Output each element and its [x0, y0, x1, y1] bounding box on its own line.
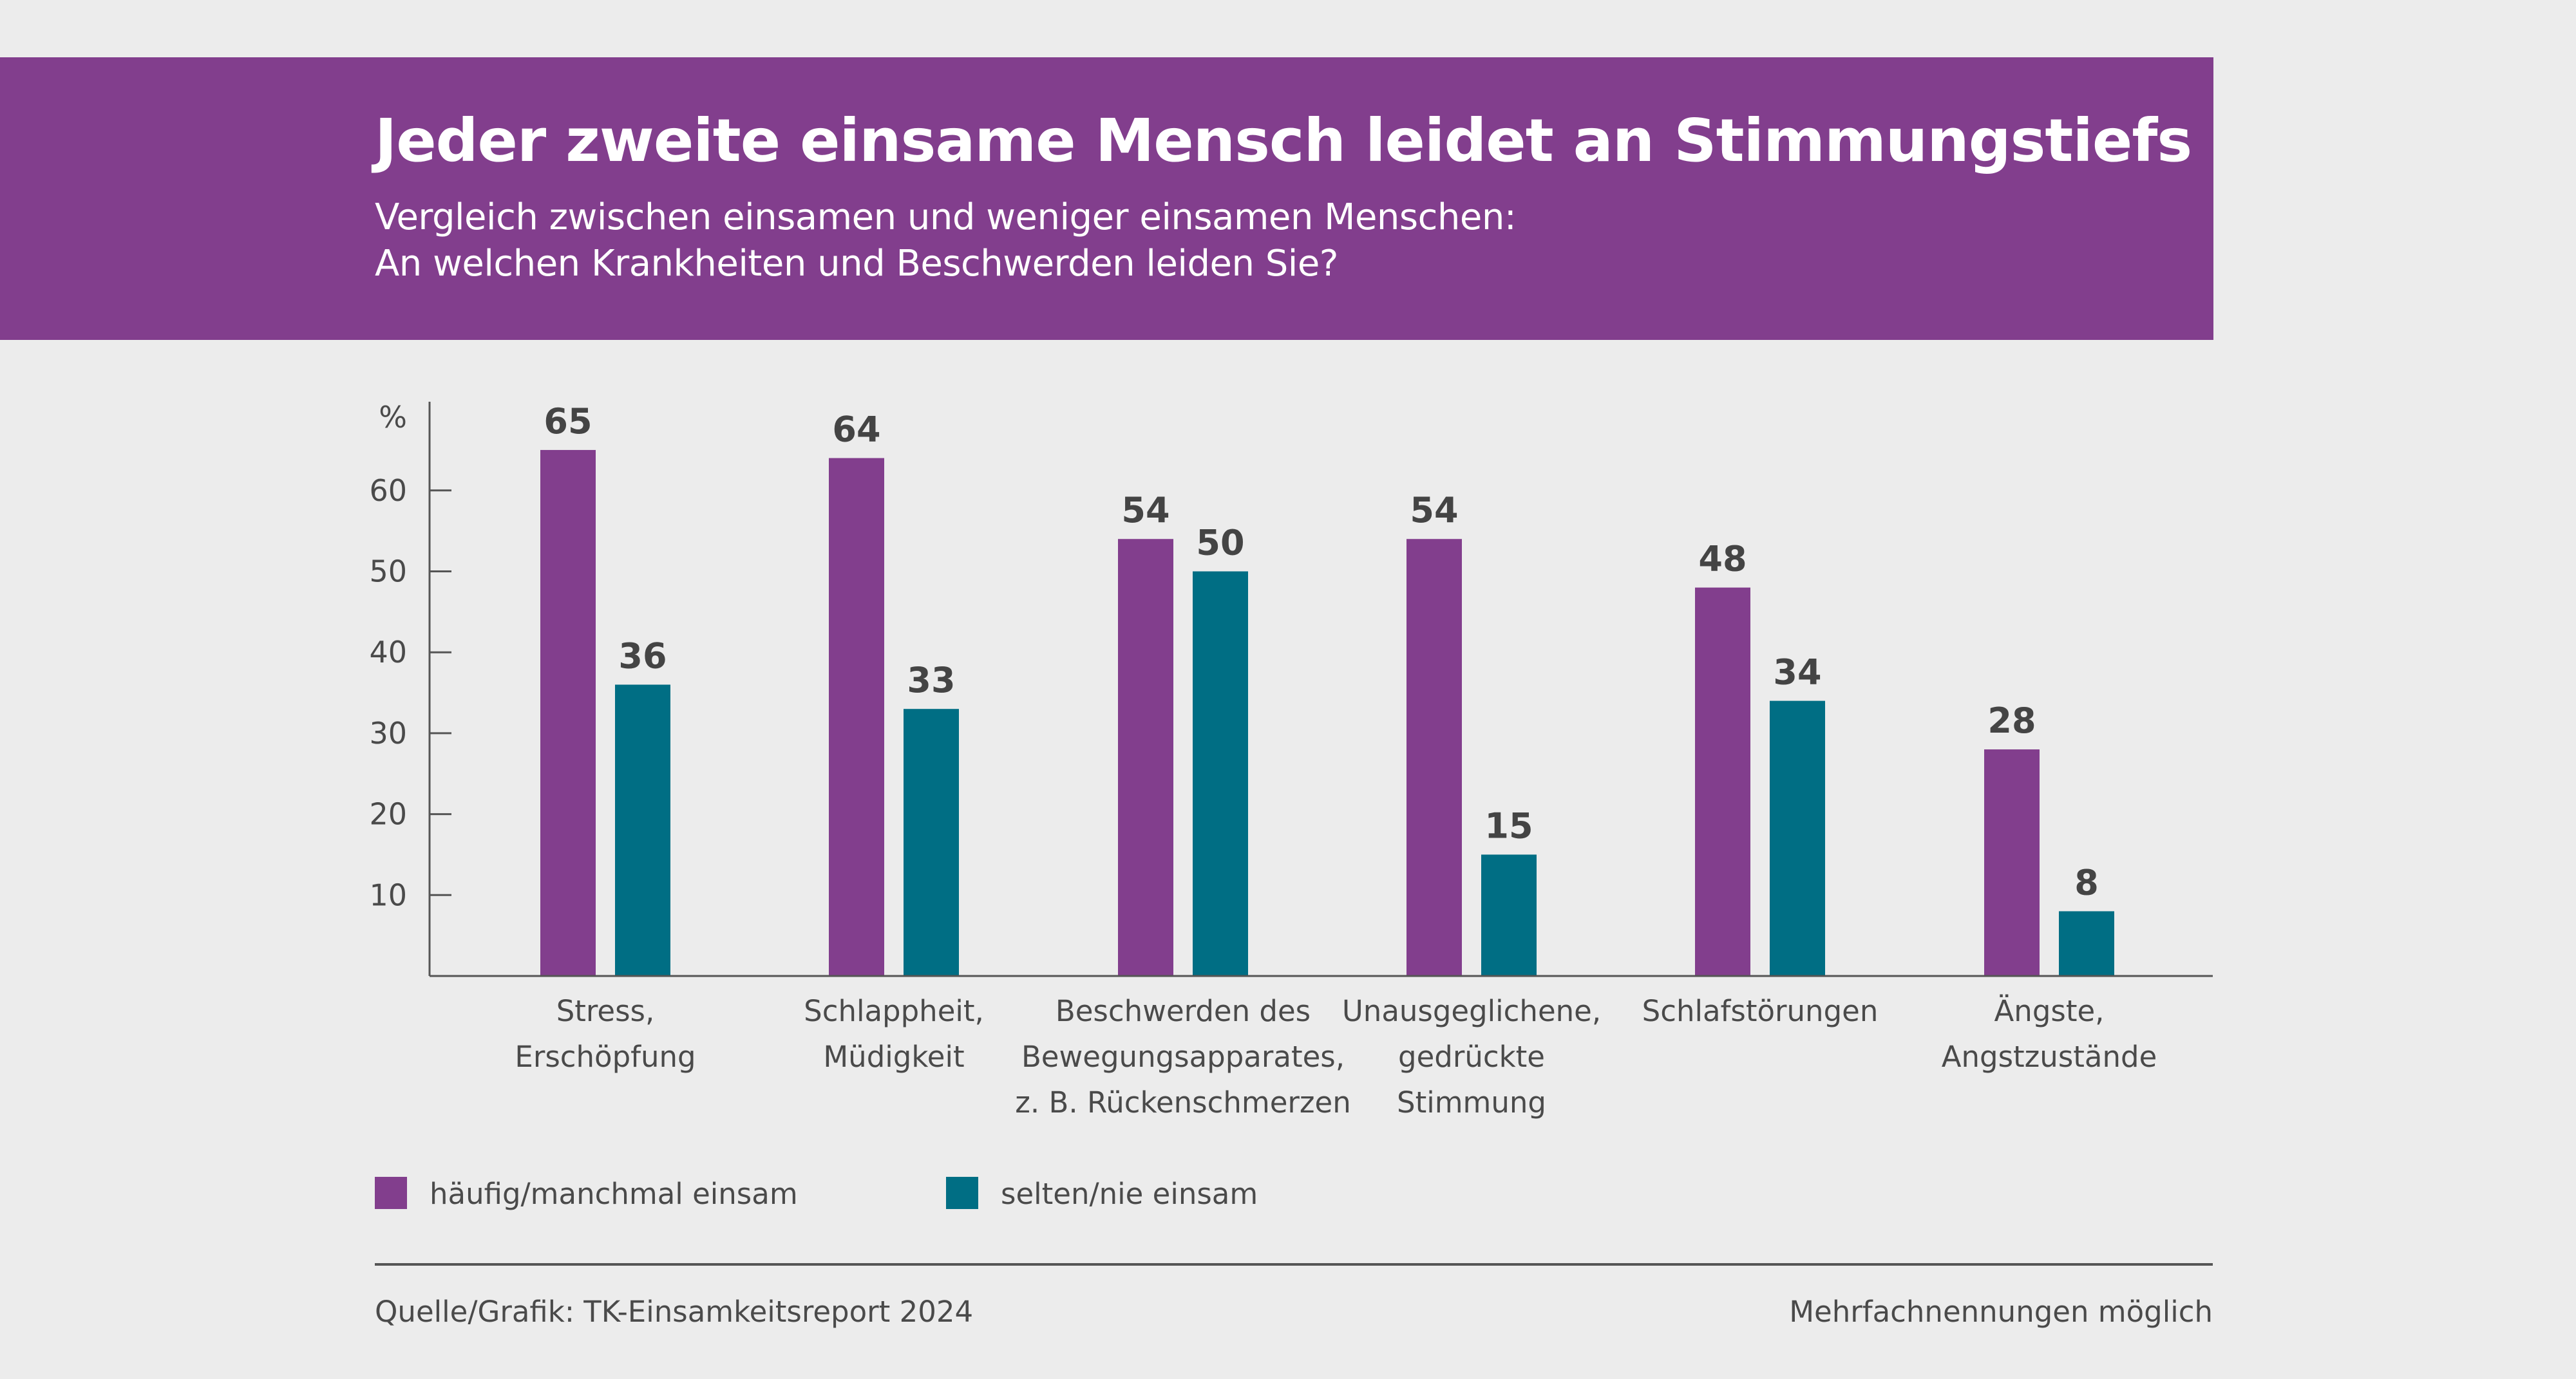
data-label: 28: [1987, 700, 2036, 741]
chart-title: Jeder zweite einsame Mensch leidet an St…: [375, 106, 2192, 175]
x-category-label: Unausgeglichene,: [1342, 994, 1601, 1028]
x-category-label: Schlafstörungen: [1642, 994, 1879, 1028]
bar-rarely-lonely: [904, 709, 959, 976]
data-label: 50: [1196, 523, 1244, 563]
bar-rarely-lonely: [1481, 854, 1537, 976]
legend-swatch: [946, 1177, 978, 1209]
data-label: 8: [2074, 862, 2099, 903]
x-category-label: Angstzustände: [1942, 1040, 2157, 1074]
x-category-label: Erschöpfung: [515, 1040, 696, 1074]
subtitle-line-1: Vergleich zwischen einsamen und weniger …: [375, 196, 1517, 238]
bar-often-lonely: [1118, 539, 1173, 976]
data-label: 65: [544, 401, 592, 442]
y-axis-unit-label: %: [379, 400, 407, 435]
data-label: 34: [1773, 652, 1821, 693]
y-tick-label: 60: [369, 473, 407, 508]
x-category-label: Schlappheit,: [804, 994, 984, 1028]
multiple-answers-note: Mehrfachnennungen möglich: [1789, 1295, 2213, 1329]
data-label: 54: [1121, 490, 1170, 530]
x-category-label: Bewegungsapparates,: [1021, 1040, 1345, 1074]
header-banner: [0, 57, 2213, 340]
y-tick-label: 50: [369, 554, 407, 589]
bar-often-lonely: [1695, 587, 1750, 976]
data-label: 48: [1698, 539, 1747, 579]
data-label: 64: [832, 409, 880, 450]
x-category-label: gedrückte: [1398, 1040, 1545, 1074]
x-category-label: Stimmung: [1397, 1085, 1546, 1120]
bar-often-lonely: [540, 449, 596, 976]
legend-label: häufig/manchmal einsam: [430, 1177, 798, 1211]
bar-rarely-lonely: [615, 684, 670, 976]
bar-often-lonely: [1984, 749, 2040, 976]
subtitle-line-2: An welchen Krankheiten und Beschwerden l…: [375, 243, 1339, 285]
y-tick-label: 40: [369, 635, 407, 670]
data-label: 15: [1484, 805, 1533, 846]
x-category-label: Ängste,: [1994, 994, 2105, 1028]
data-label: 33: [907, 660, 955, 700]
x-category-label: Stress,: [556, 994, 655, 1028]
x-category-label: Müdigkeit: [823, 1040, 964, 1074]
y-tick-label: 10: [369, 877, 407, 912]
legend-label: selten/nie einsam: [1001, 1177, 1258, 1211]
legend-swatch: [375, 1177, 407, 1209]
x-category-label: z. B. Rückenschmerzen: [1015, 1085, 1350, 1120]
bar-rarely-lonely: [1193, 571, 1248, 976]
bar-often-lonely: [1406, 539, 1462, 976]
source-note: Quelle/Grafik: TK-Einsamkeitsreport 2024: [375, 1295, 973, 1329]
bar-rarely-lonely: [1770, 700, 1825, 976]
y-tick-label: 20: [369, 797, 407, 832]
x-category-label: Beschwerden des: [1056, 994, 1311, 1028]
bar-rarely-lonely: [2059, 911, 2114, 976]
data-label: 54: [1410, 490, 1458, 530]
data-label: 36: [618, 635, 667, 676]
chart-subtitle: Vergleich zwischen einsamen und weniger …: [375, 194, 1517, 287]
y-tick-label: 30: [369, 716, 407, 751]
bar-often-lonely: [829, 458, 884, 976]
